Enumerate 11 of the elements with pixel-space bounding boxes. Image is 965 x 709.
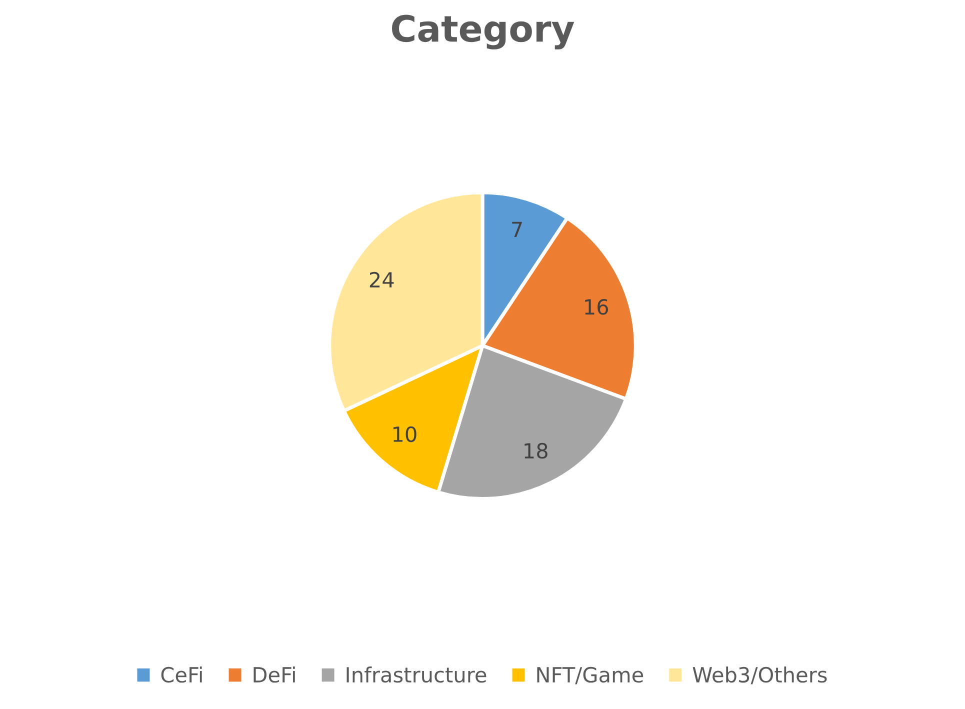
data-label: 10 <box>393 426 416 442</box>
legend-label: DeFi <box>254 666 295 683</box>
data-label: 7 <box>512 222 522 238</box>
data-label: 16 <box>585 299 608 315</box>
legend-label: Web3/Others <box>692 666 827 684</box>
data-label: 24 <box>370 272 394 288</box>
legend-label: NFT/Game <box>537 666 644 684</box>
legend-label: Infrastructure <box>346 666 486 683</box>
chart-title: Category <box>392 14 574 50</box>
legend-label: CeFi <box>161 666 202 683</box>
data-label: 18 <box>524 442 548 459</box>
